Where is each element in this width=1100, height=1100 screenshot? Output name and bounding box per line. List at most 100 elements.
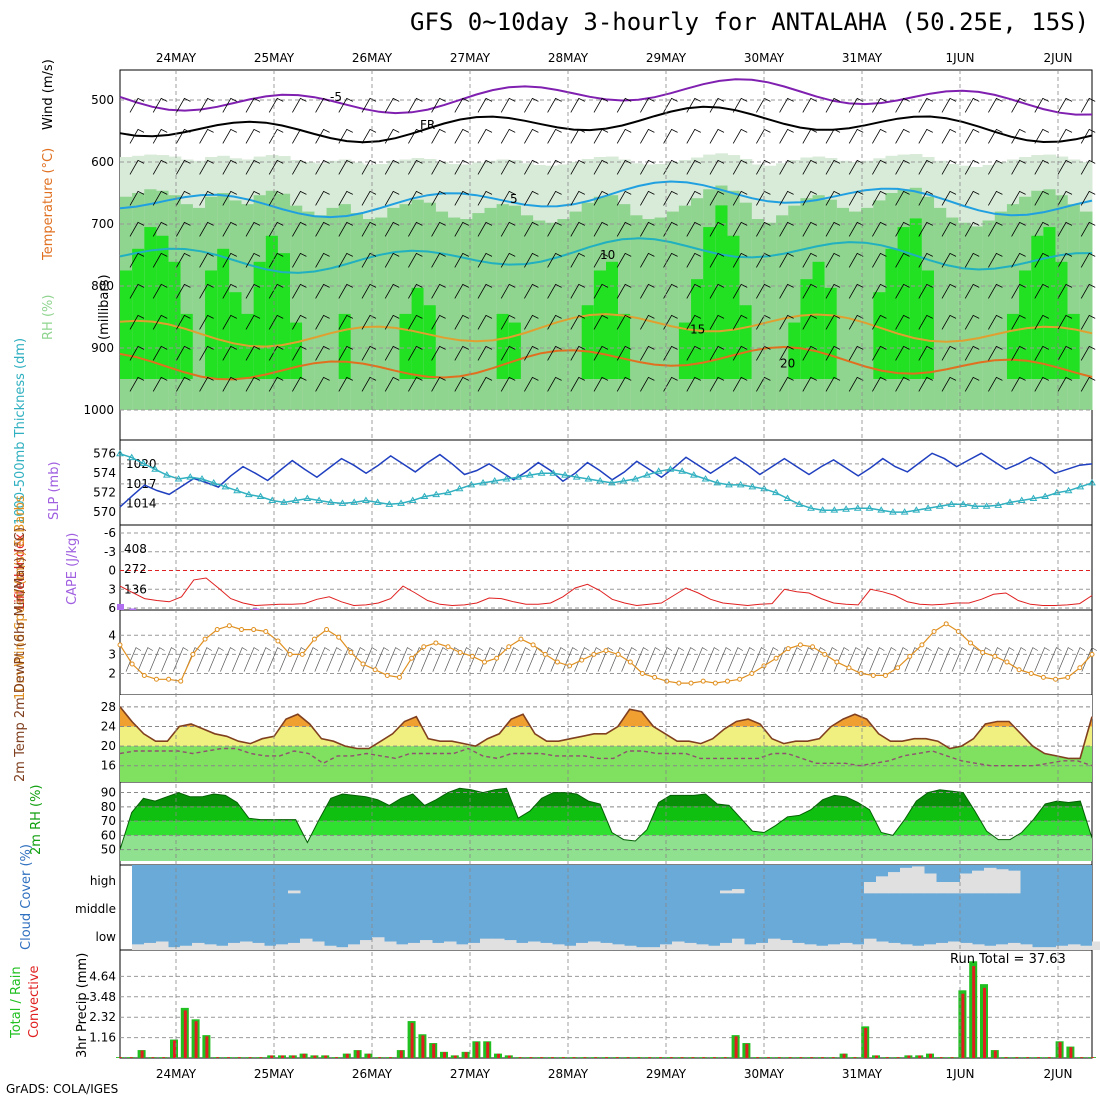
wind-barb	[640, 190, 655, 206]
wind-barb	[825, 159, 841, 175]
thickness-marker	[315, 496, 323, 503]
wind-barb	[1011, 190, 1026, 206]
thickness-marker	[303, 494, 312, 502]
wind-barb	[825, 252, 841, 268]
surface-wind-barb	[408, 647, 425, 672]
rh-bright-col	[411, 287, 425, 379]
wind-speed-marker	[1065, 674, 1071, 680]
pressure-tick: 1000	[83, 403, 114, 417]
surface-wind-barb	[397, 647, 413, 672]
wind-barb	[408, 159, 423, 175]
cloud-low-bar	[792, 942, 805, 950]
wind-barb	[152, 159, 168, 175]
thickness-marker	[748, 482, 757, 490]
precip-convective-bar	[1047, 1057, 1051, 1058]
rh-bright-col	[885, 248, 899, 379]
temp-band-low	[120, 746, 1092, 782]
wind-barb	[709, 376, 725, 392]
wind-barb	[268, 128, 284, 144]
wind-barb	[640, 159, 655, 175]
precip-convective-bar	[615, 1057, 619, 1058]
thickness-marker	[1006, 498, 1014, 505]
wind-barb	[408, 128, 423, 144]
wind-barb	[872, 283, 887, 299]
thickness-marker	[1088, 478, 1096, 486]
wind-barb	[825, 97, 841, 113]
wind-barb	[292, 221, 307, 237]
wind-barb	[941, 314, 957, 330]
wind-barb	[338, 97, 353, 113]
wind-barb	[895, 97, 910, 113]
cloud-low-bar	[504, 940, 517, 950]
rh-band	[120, 788, 1092, 807]
cloud-low-bar	[516, 942, 529, 950]
wind-barb	[825, 345, 841, 361]
precip-convective-bar	[561, 1057, 565, 1058]
wind-speed-marker	[688, 680, 694, 686]
rh-bright-col	[1006, 313, 1020, 379]
wind-barb	[1011, 345, 1026, 361]
wind-barb	[500, 190, 516, 206]
surface-wind-barb	[1069, 647, 1086, 672]
wind-barb	[384, 283, 400, 299]
precip-convective-bar	[939, 1057, 943, 1058]
wind-barb	[268, 252, 284, 268]
rh-mid-col	[642, 219, 656, 410]
wind-barb	[825, 128, 841, 144]
wind-barb	[732, 376, 748, 392]
wind-speed-marker	[895, 665, 901, 671]
surface-wind-barb	[279, 647, 295, 672]
wind-speed-marker	[1040, 674, 1046, 680]
surface-wind-barb	[420, 647, 437, 672]
wind-speed-marker	[372, 667, 378, 673]
wind-barb	[1011, 159, 1026, 175]
precip-convective-bar	[443, 1052, 446, 1058]
surface-wind-barb	[609, 647, 625, 672]
precip-convective-bar	[983, 987, 986, 1058]
wind-barb	[222, 314, 237, 330]
wind-barb	[593, 128, 609, 144]
cape-tick: 272	[124, 562, 147, 576]
wind-barb	[292, 190, 307, 206]
contour-label: -5	[330, 90, 342, 104]
cloud-low-bar	[288, 942, 301, 950]
wind-barb	[640, 283, 655, 299]
rh-tick: 60	[101, 828, 116, 842]
wind-barb	[779, 159, 794, 175]
wind-speed-marker	[469, 653, 475, 659]
wind-barb	[593, 190, 609, 206]
surface-wind-barb	[326, 647, 342, 672]
thickness-marker	[572, 473, 581, 480]
wind-barb	[1057, 159, 1073, 175]
wind-barb	[616, 190, 632, 206]
thickness-marker	[795, 500, 804, 507]
date-label-top: 27MAY	[450, 51, 491, 65]
wind-barb	[872, 221, 887, 237]
wind-barb	[1011, 128, 1026, 144]
wind-barb	[245, 97, 261, 113]
cape-bar	[129, 608, 137, 610]
rh-bright-col	[253, 261, 267, 379]
wind-barb	[524, 314, 539, 330]
thickness-marker	[291, 496, 300, 503]
surface-wind-barb	[149, 647, 165, 672]
temp-line	[119, 706, 1093, 760]
rh-mid-col	[484, 207, 498, 410]
wind-barb	[616, 345, 632, 361]
thickness-marker	[326, 498, 335, 505]
cloud-low-bar	[336, 947, 349, 950]
wind-speed-marker	[311, 636, 317, 642]
wind-barb	[988, 97, 1003, 113]
precip-convective-bar	[788, 1057, 792, 1058]
surface-wind-barb	[963, 647, 979, 672]
wind-speed-marker	[202, 636, 208, 642]
wind-barb	[384, 314, 400, 330]
wind-barb	[756, 345, 771, 361]
rh-mid-col	[630, 215, 643, 410]
precip-tick: 1.16	[89, 1031, 116, 1045]
cloud-high-bar	[996, 869, 1009, 894]
surface-wind-barb	[621, 647, 637, 672]
panel-frame-cape	[119, 524, 1093, 611]
cloud-high-bar	[732, 889, 745, 894]
cloud-low-bar	[708, 945, 721, 950]
